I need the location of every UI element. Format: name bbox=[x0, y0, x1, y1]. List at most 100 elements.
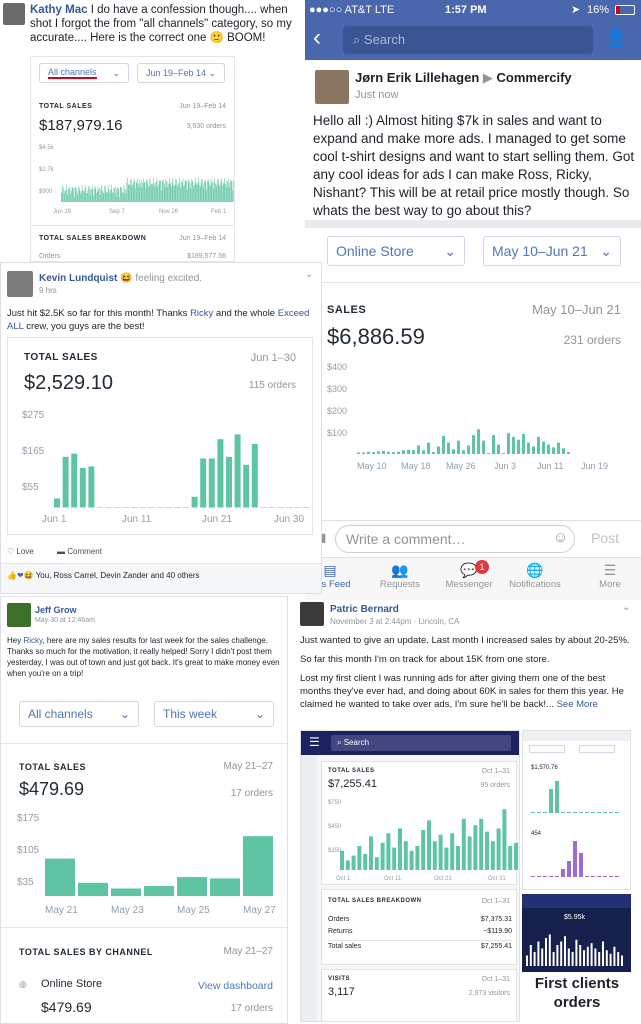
chart-bar bbox=[163, 183, 165, 202]
chart-bar bbox=[233, 180, 234, 202]
view-dashboard-link[interactable]: View dashboard bbox=[197, 980, 273, 992]
chart-bar bbox=[134, 180, 135, 202]
chart-bar bbox=[88, 466, 95, 508]
chart-bar bbox=[104, 185, 105, 202]
search-input[interactable]: ⌕ Search bbox=[343, 26, 593, 54]
chart-bar bbox=[374, 857, 379, 870]
y-tick: $450 bbox=[328, 824, 342, 830]
chart-bar bbox=[133, 178, 135, 202]
author-avatar[interactable] bbox=[315, 70, 349, 104]
chart-bar bbox=[479, 818, 484, 870]
search-input[interactable]: ⌕ Search bbox=[331, 735, 511, 751]
tab-news-feed[interactable]: ▤ ews Feed bbox=[305, 562, 355, 590]
post-text: Just hit $2.5K so far for this month! Th… bbox=[7, 308, 310, 332]
chart-bar bbox=[367, 451, 370, 454]
chart-bar bbox=[549, 789, 553, 813]
chart-bar bbox=[62, 456, 69, 508]
chart-bar bbox=[79, 187, 80, 202]
chart-bar bbox=[150, 180, 151, 202]
chart-bar bbox=[165, 507, 172, 508]
reactions[interactable]: 👍❤😆 You, Ross Carrel, Devin Zander and 4… bbox=[7, 571, 200, 580]
chart-bar bbox=[79, 468, 86, 508]
y-tick: $105 bbox=[17, 845, 40, 856]
chart-bar bbox=[105, 191, 107, 202]
y-tick: $900 bbox=[39, 189, 53, 195]
author-name[interactable]: Kathy Mac bbox=[30, 4, 88, 16]
kevin-chart: $275 $165 $55 Jun 1 Jun 11 Jun 21 Jun 30 bbox=[22, 410, 310, 525]
avatar[interactable] bbox=[7, 603, 31, 627]
by-channel-label: TOTAL SALES BY CHANNEL bbox=[19, 947, 153, 957]
chart-bar bbox=[89, 195, 91, 202]
love-button[interactable]: ♡ Love bbox=[7, 547, 34, 556]
chart-bar bbox=[496, 828, 501, 870]
chart-bar bbox=[415, 846, 420, 870]
chart-bar bbox=[157, 186, 159, 202]
chevron-down-icon[interactable]: ⌄ bbox=[305, 269, 314, 280]
chart-bar bbox=[398, 828, 402, 870]
breakdown-label: TOTAL SALES BREAKDOWN bbox=[328, 898, 422, 904]
chart-bar bbox=[89, 186, 90, 202]
chart-bar bbox=[87, 189, 89, 202]
jeff-post: Jeff Grow May 30 at 12:46am Hey Ricky, h… bbox=[0, 596, 288, 1024]
tab-more[interactable]: ☰ More bbox=[585, 562, 635, 590]
author-name[interactable]: Jeff Grow bbox=[35, 605, 77, 615]
friends-icon[interactable]: 👤 bbox=[605, 28, 628, 48]
chart-bar bbox=[97, 191, 98, 202]
group-name[interactable]: Commercify bbox=[496, 70, 572, 85]
emoji-icon[interactable]: ☺ bbox=[553, 529, 569, 546]
avatar[interactable] bbox=[7, 271, 33, 297]
clock: 1:57 PM bbox=[445, 4, 487, 16]
y-tick: $100 bbox=[327, 428, 347, 438]
chart-bar bbox=[189, 183, 191, 202]
chart-bar bbox=[217, 178, 219, 202]
chart-bar bbox=[98, 189, 99, 202]
chart-bar bbox=[583, 950, 585, 966]
chart-bar bbox=[153, 183, 155, 202]
chart-bar bbox=[88, 186, 89, 202]
tab-notifications[interactable]: 🌐 Notifications bbox=[505, 562, 565, 590]
date-select[interactable]: May 10–Jun 21 ⌄ bbox=[483, 236, 621, 266]
mention-ricky[interactable]: Ricky bbox=[23, 636, 43, 645]
date-select[interactable]: Jun 19–Feb 14 ⌄ bbox=[137, 63, 225, 83]
chart-bar bbox=[102, 191, 104, 202]
mini-screenshot: $1,570.76 454 bbox=[522, 730, 631, 890]
author-name[interactable]: Jørn Erik Lillehagen bbox=[355, 70, 480, 85]
chart-bar bbox=[542, 441, 545, 454]
tab-messenger[interactable]: 💬 Messenger 1 bbox=[441, 560, 497, 590]
chart-bar bbox=[192, 182, 194, 202]
channel-select[interactable]: All channels ⌄ bbox=[19, 701, 139, 727]
mention-exceed-all[interactable]: Exceed ALL bbox=[7, 308, 310, 332]
chart-bar bbox=[621, 955, 623, 966]
chart-bar bbox=[497, 444, 500, 454]
comment-button[interactable]: ▬ Comment bbox=[57, 547, 102, 556]
chart-bar bbox=[547, 444, 550, 454]
menu-icon: ☰ bbox=[603, 562, 617, 578]
chart-bar bbox=[106, 192, 107, 202]
tab-requests[interactable]: 👥 Requests bbox=[375, 562, 425, 590]
chart-bar bbox=[117, 186, 118, 202]
chart-bar bbox=[382, 450, 385, 454]
store-select[interactable]: Online Store ⌄ bbox=[327, 236, 465, 266]
comment-input[interactable]: Write a comment… bbox=[335, 525, 575, 553]
see-more-link[interactable]: See More bbox=[556, 699, 598, 710]
kevin-post: Kevin Lundquist 😆 feeling excited. 9 hrs… bbox=[0, 262, 322, 594]
mention-ricky[interactable]: Ricky bbox=[190, 308, 214, 319]
patric-post: Patric Bernard November 3 at 2:44pm · Li… bbox=[292, 600, 641, 1024]
avatar[interactable] bbox=[3, 3, 25, 25]
orders-count: 95 orders bbox=[480, 782, 510, 789]
menu-icon[interactable]: ☰ bbox=[309, 735, 320, 749]
mini-value: $1,570.76 bbox=[531, 765, 558, 771]
post-button[interactable]: Post bbox=[591, 530, 620, 546]
channel-select[interactable]: All channels ⌄ bbox=[39, 63, 129, 83]
avatar[interactable] bbox=[300, 602, 324, 626]
author-name[interactable]: Patric Bernard bbox=[330, 604, 399, 615]
chart-bar bbox=[142, 183, 143, 202]
chart-bar bbox=[124, 188, 125, 202]
chevron-down-icon[interactable]: ⌄ bbox=[622, 602, 631, 613]
chart-bar bbox=[131, 507, 138, 508]
chart-bar bbox=[73, 197, 75, 202]
back-icon[interactable]: ‹ bbox=[313, 24, 321, 51]
author-name[interactable]: Kevin Lundquist bbox=[39, 273, 118, 284]
chart-bar bbox=[63, 193, 65, 202]
period-select[interactable]: This week ⌄ bbox=[154, 701, 274, 727]
